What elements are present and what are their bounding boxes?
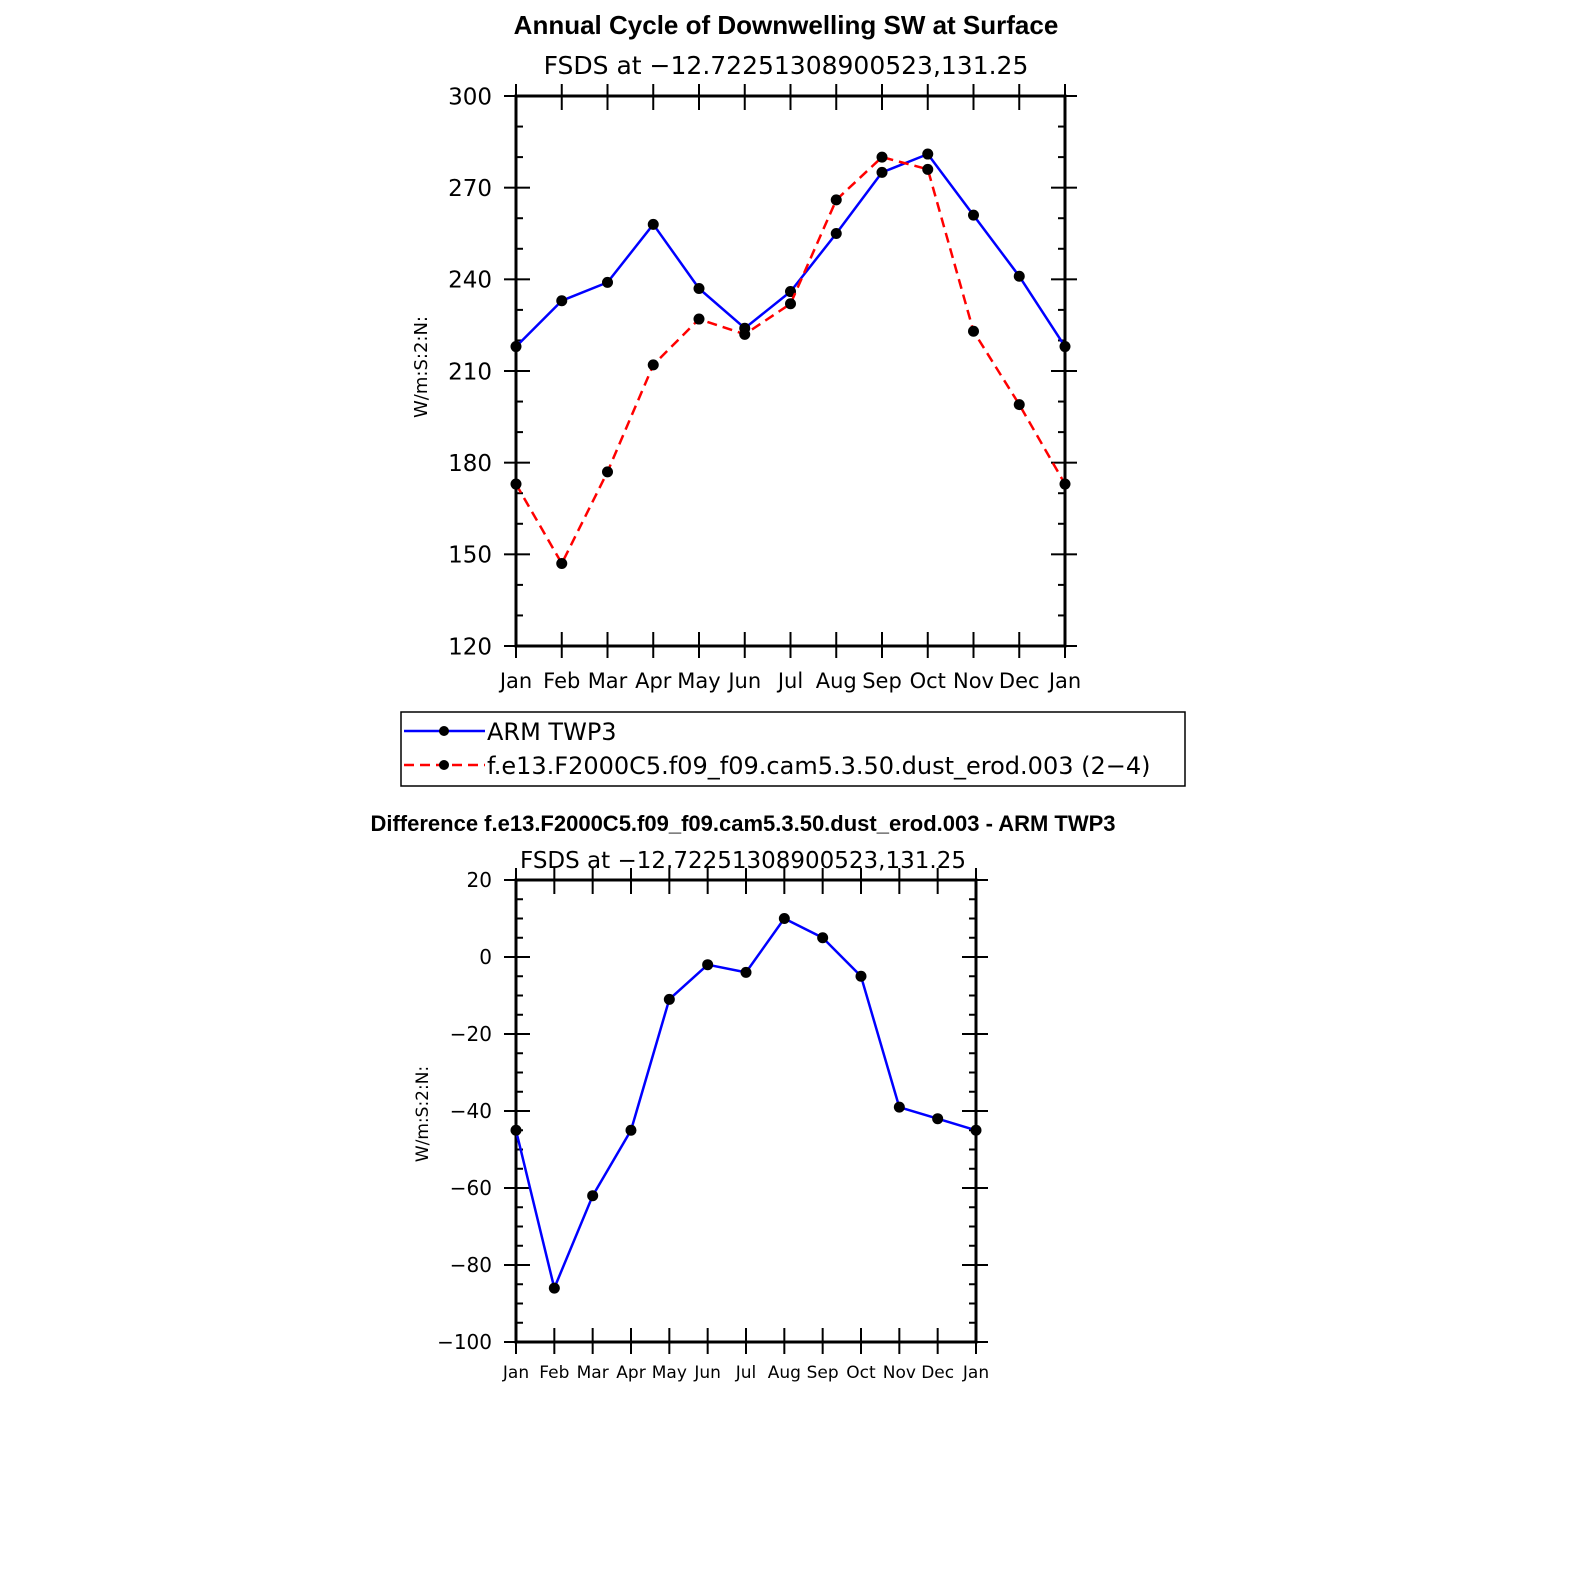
chart1-series-1-point bbox=[739, 328, 751, 340]
chart2-ylabel: W/m:S:2:N: bbox=[413, 1066, 433, 1162]
chart1-series-1-point bbox=[602, 466, 613, 478]
chart2-xtick-label: Aug bbox=[768, 1363, 801, 1383]
chart2-title: Difference f.e13.F2000C5.f09_f09.cam5.3.… bbox=[370, 811, 1115, 836]
chart2-xtick-label: Sep bbox=[807, 1363, 839, 1383]
chart1-ytick-label: 150 bbox=[448, 543, 492, 569]
chart2-xtick-label: Jan bbox=[502, 1363, 529, 1383]
chart2-series-0-point bbox=[510, 1124, 522, 1136]
chart1-legend: ARM TWP3 f.e13.F2000C5.f09_f09.cam5.3.50… bbox=[400, 711, 1186, 787]
chart1-xtick-label: Jun bbox=[726, 669, 761, 693]
chart1-series-1-point bbox=[693, 313, 705, 325]
chart1-series-0-point bbox=[1013, 270, 1025, 282]
chart1-ytick-label: 270 bbox=[448, 176, 492, 202]
legend-label-model: f.e13.F2000C5.f09_f09.cam5.3.50.dust_ero… bbox=[487, 752, 1150, 780]
chart2-xtick-label: Feb bbox=[539, 1363, 569, 1383]
chart1-series-0-point bbox=[647, 218, 659, 230]
chart1-series-1-point bbox=[647, 359, 659, 371]
chart1-series-1-point bbox=[922, 163, 934, 175]
chart2-subtitle: FSDS at −12.72251308900523,131.25 bbox=[520, 848, 966, 874]
chart1-xtick-label: Apr bbox=[635, 669, 672, 693]
chart1-plot-area: 120 150 180 210 240 270 300 Jan Feb Mar Apr May Jun J… bbox=[448, 84, 1081, 693]
chart1-series-0-point bbox=[693, 283, 705, 294]
chart1-xtick-label: Aug bbox=[816, 669, 857, 693]
chart2-xtick-label: Dec bbox=[921, 1363, 954, 1383]
chart1-ylabel: W/m:S:2:N: bbox=[411, 316, 432, 418]
chart2-plot-area: −100 −80 −60 −40 −20 0 20 Jan Feb Mar Apr May Jun Jul… bbox=[437, 868, 989, 1383]
chart2-series-0-point bbox=[855, 970, 867, 982]
chart1-series-1-point bbox=[968, 325, 979, 337]
chart1-xtick-label: Jan bbox=[498, 669, 532, 693]
chart2-ytick-label: −60 bbox=[450, 1176, 492, 1200]
chart1-ytick-label: 300 bbox=[448, 84, 492, 110]
chart1-series-1-point bbox=[830, 194, 842, 206]
chart1-title: Annual Cycle of Downwelling SW at Surfac… bbox=[514, 10, 1059, 40]
chart1-xtick-label: Feb bbox=[543, 669, 580, 693]
chart1-xtick-label: May bbox=[677, 669, 720, 693]
legend-marker-model bbox=[439, 760, 449, 770]
chart2-series-0-point bbox=[587, 1190, 599, 1202]
chart2-series-0-point bbox=[702, 959, 714, 971]
chart2-xtick-label: Apr bbox=[616, 1363, 645, 1383]
chart1-series-1-point bbox=[876, 151, 888, 163]
chart2-series-0-point bbox=[625, 1124, 637, 1136]
chart1-series-1-point bbox=[556, 558, 568, 569]
chart1-series-1-point bbox=[510, 478, 522, 490]
chart1-xtick-label: Sep bbox=[862, 669, 902, 693]
chart1-frame bbox=[514, 94, 1067, 648]
chart1-series-0-point bbox=[830, 228, 842, 239]
chart1-series-0-point bbox=[785, 286, 796, 298]
chart2-series-0-point bbox=[740, 966, 752, 978]
chart1-xtick-label: Dec bbox=[999, 669, 1040, 693]
legend-label-arm-twp3: ARM TWP3 bbox=[487, 718, 617, 746]
chart2-series-0-point bbox=[817, 932, 829, 944]
chart1-series-line-0 bbox=[515, 152, 1067, 348]
chart1-series-0-point bbox=[876, 166, 888, 178]
chart1-ytick-label: 240 bbox=[448, 268, 492, 294]
chart2-xtick-label: Jan bbox=[962, 1363, 989, 1383]
chart2-ytick-label: −100 bbox=[437, 1330, 492, 1354]
chart1-series-0-point bbox=[556, 295, 568, 307]
chart2-ytick-label: −20 bbox=[450, 1022, 492, 1046]
chart2-series-0-point bbox=[970, 1124, 982, 1136]
chart2-ytick-label: −80 bbox=[450, 1253, 492, 1277]
chart2-series-0-point bbox=[548, 1282, 560, 1294]
chart1-ytick-label: 210 bbox=[448, 359, 492, 385]
chart2-ytick-label: −40 bbox=[450, 1099, 492, 1123]
chart2-xtick-label: May bbox=[652, 1363, 687, 1383]
chart1-series-0-point bbox=[510, 341, 522, 353]
chart1-xtick-label: Mar bbox=[588, 669, 628, 693]
chart2-xtick-label: Jun bbox=[693, 1363, 721, 1383]
chart1-series-1-point bbox=[785, 298, 796, 310]
legend-box bbox=[400, 711, 1186, 787]
chart1-xtick-label: Jul bbox=[776, 669, 803, 693]
chart1-xtick-label: Nov bbox=[953, 669, 994, 693]
chart1-ytick-label: 120 bbox=[448, 634, 492, 660]
chart1-series-line-1 bbox=[514, 155, 1067, 565]
chart2-frame bbox=[514, 878, 978, 1344]
chart1-subtitle: FSDS at −12.72251308900523,131.25 bbox=[544, 51, 1029, 80]
chart2-xtick-label: Nov bbox=[883, 1363, 916, 1383]
chart1-series-0-point bbox=[602, 276, 613, 288]
chart1-xtick-label: Oct bbox=[910, 669, 946, 693]
legend-marker-arm-twp3 bbox=[439, 726, 449, 736]
chart1-series-0-point bbox=[968, 209, 979, 221]
chart1-series-1-point bbox=[1013, 399, 1025, 411]
chart1-series-1-point bbox=[1059, 478, 1071, 490]
chart1-xtick-label: Jan bbox=[1047, 669, 1081, 693]
chart2-series-0-point bbox=[778, 913, 790, 924]
chart2-xtick-label: Mar bbox=[577, 1363, 609, 1383]
chart2-ytick-label: 20 bbox=[467, 868, 492, 892]
chart1-ytick-label: 180 bbox=[448, 451, 492, 477]
chart1-series-0-point bbox=[1059, 341, 1071, 353]
chart1-series-0-point bbox=[922, 148, 934, 160]
chart2-xtick-label: Oct bbox=[846, 1363, 876, 1383]
chart2-series-0-point bbox=[932, 1113, 944, 1125]
chart2-series-0-point bbox=[663, 993, 675, 1005]
chart2-series-0-point bbox=[893, 1101, 905, 1113]
chart2-xtick-label: Jul bbox=[735, 1363, 757, 1383]
chart2-ytick-label: 0 bbox=[479, 945, 492, 969]
